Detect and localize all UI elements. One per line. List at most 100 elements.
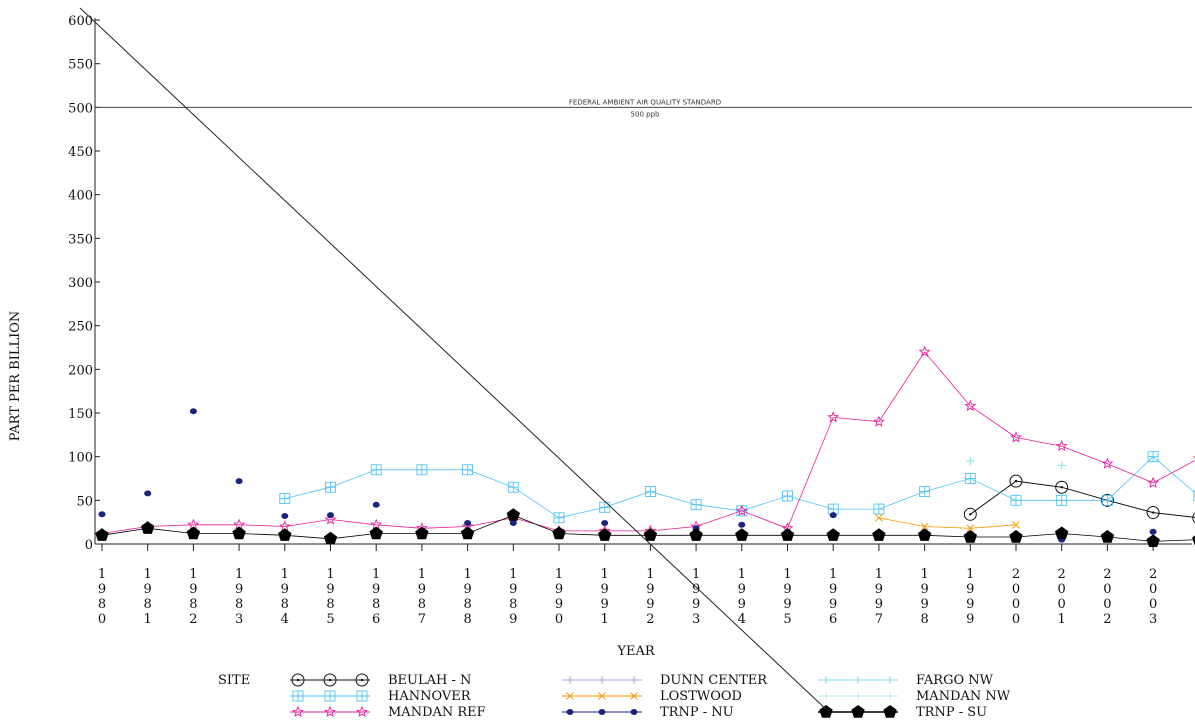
data-point [826,528,840,541]
legend-entry-trnp-su: TRNP - SU [818,705,987,720]
data-point [1101,494,1113,506]
legend-label: HANNOVER [388,689,472,704]
data-point [141,521,155,534]
data-point [1056,494,1068,506]
data-point [506,508,520,521]
legend-swatch-marker [886,676,894,684]
legend-swatch-marker [356,690,368,702]
legend-swatch-marker [324,690,336,702]
data-point [598,528,612,541]
data-point [1149,528,1157,535]
data-point [963,530,977,543]
legend-swatch-marker [292,705,304,717]
series-beulah-n [963,474,1195,524]
data-point [1057,461,1066,470]
data-point [1010,431,1022,443]
data-point [919,486,931,498]
legend-swatch-marker [854,692,862,700]
data-point [964,473,976,484]
series-line [878,517,1017,529]
diagonal-scan-line [79,7,831,714]
data-point [95,528,109,541]
data-point [829,512,837,519]
legend-swatch-marker [630,692,638,700]
data-point [327,512,334,519]
y-tick-label: 300 [68,276,93,291]
data-point [1193,490,1195,502]
federal-standard-sublabel: 500 ppb [631,110,660,118]
data-point [1192,535,1195,546]
y-tick-label: 250 [68,320,93,335]
data-point [643,528,658,541]
data-point [1009,530,1023,543]
legend-label: LOSTWOOD [660,689,742,704]
data-point [1055,526,1069,540]
legend-label: DUNN CENTER [660,673,768,688]
legend-swatch-marker [324,705,336,717]
data-point [599,501,611,513]
series-layer [95,345,1195,547]
legend-swatch-marker [851,705,865,718]
legend-swatch-marker [566,692,574,700]
x-tick-labels: 1 9 8 0 1 9 8 1 1 9 8 2 1 9 8 3 1 9 8 4 1 9 8 5 1 9 8 6 1 9 8 7 1 9 8 8 1 9 8 9… [98,567,1195,627]
data-point [235,478,243,485]
data-point [98,511,106,518]
data-point [1192,512,1195,524]
legend-swatch-marker [292,690,304,702]
y-tick-label: 550 [68,58,93,73]
series-line [101,351,1195,534]
y-tick-label: 150 [68,407,93,422]
series-mandan-ref [96,345,1195,539]
federal-standard-label: FEDERAL AMBIENT AIR QUALITY STANDARD [569,98,721,106]
legend-entry-mandan-ref: MANDAN REF [290,705,486,720]
y-axis-title: PART PER BILLION [8,311,23,442]
data-point [1101,457,1114,469]
data-point [464,520,472,527]
legend-swatch-marker [886,692,894,700]
legend-label: FARGO NW [916,673,994,688]
data-point [644,486,656,498]
data-point [279,493,291,505]
y-tick-label: 500 [68,101,93,116]
y-tick-label: 400 [68,189,93,204]
legend-swatch-marker [598,692,606,700]
legend-swatch-marker [854,676,862,684]
data-point [966,524,975,533]
data-point [552,526,566,540]
data-point [601,520,609,527]
legend-label: BEULAH - N [388,673,471,688]
legend-entry-dunn-center: DUNN CENTER [562,673,768,688]
legend-entry-fargo-nw: FARGO NW [818,673,994,688]
series-trnp-nu [98,408,1157,543]
data-point [690,499,702,511]
y-tick-label: 0 [85,538,93,553]
y-tick-label: 350 [68,232,93,247]
data-point [735,504,748,516]
data-point [144,490,152,497]
legend-swatch-marker [356,705,368,717]
legend-swatch-marker [630,709,638,715]
data-point [917,528,932,541]
data-point [369,526,383,540]
y-tick-labels: 0 50 100 150 200 250 300 350 400 450 500 550 600 [68,14,93,553]
y-tick-label: 600 [68,14,93,29]
y-tick-label: 200 [68,363,93,378]
data-point [186,526,201,540]
data-point [1055,480,1069,494]
data-point [415,526,429,540]
data-point [509,520,517,527]
